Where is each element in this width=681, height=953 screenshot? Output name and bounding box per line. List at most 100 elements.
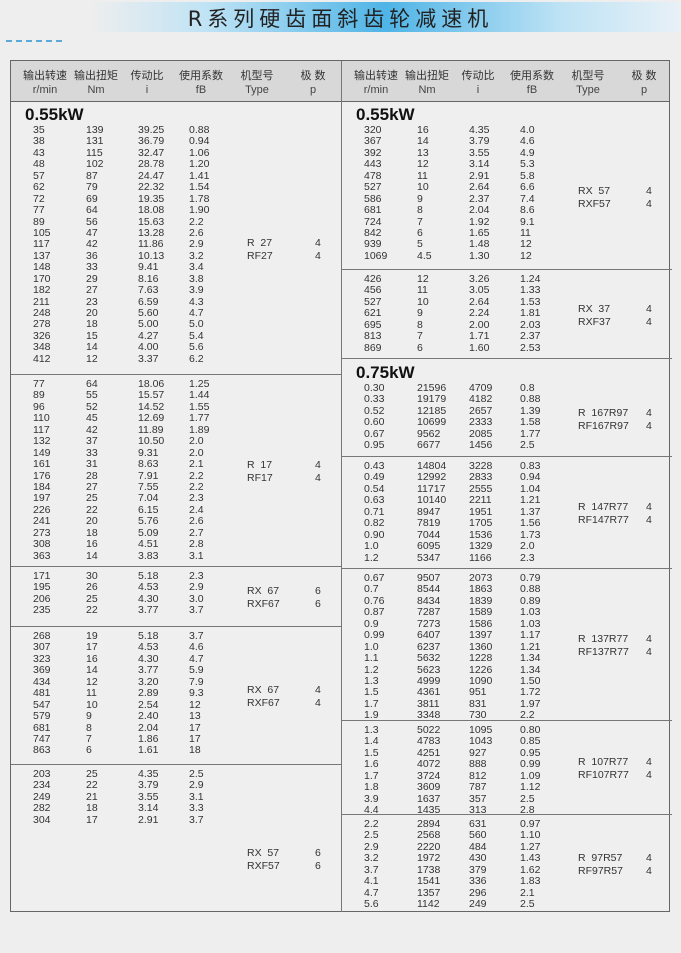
service-factor: 1.73 [520, 528, 541, 541]
output-speed: 586 [364, 192, 382, 205]
output-torque: 37 [86, 435, 98, 448]
service-factor: 2.1 [520, 886, 535, 899]
table-row: 363 14 3.83 3.1 [11, 549, 341, 562]
header-label-1: 输出扭矩 [405, 70, 449, 82]
model-type: R 97R57 [578, 851, 623, 864]
table-row: 43 115 32.47 1.06 [11, 147, 341, 159]
output-speed: 77 [33, 378, 45, 390]
service-factor: 12 [520, 238, 532, 251]
table-row: 1.0 6237 1360 1.21 [342, 640, 672, 653]
decorative-divider [6, 40, 62, 42]
ratio: 2.24 [469, 307, 490, 320]
output-speed: 182 [33, 284, 51, 297]
table-row: 434 12 3.20 7.9 [11, 676, 341, 688]
ratio: 10.50 [138, 435, 165, 448]
ratio: 927 [469, 746, 487, 759]
table-row: 0.7 8544 1863 0.88 [342, 583, 672, 596]
output-torque: 29 [86, 272, 98, 285]
ratio: 4.51 [138, 538, 159, 551]
output-torque: 1357 [417, 886, 441, 899]
table-row: 579 9 2.40 13 [11, 710, 341, 723]
header-unit-0: r/min [363, 84, 389, 96]
table-row: 0.54 11717 2555 1.04 [342, 482, 672, 495]
output-speed: 0.71 [364, 505, 385, 518]
output-speed: 842 [364, 226, 382, 239]
model-type: RF27 [247, 250, 273, 262]
output-torque: 8 [417, 204, 423, 217]
output-speed: 527 [364, 295, 382, 308]
service-factor: 1.56 [520, 517, 541, 530]
model-type: R 27 [247, 237, 273, 249]
output-speed: 0.76 [364, 594, 385, 607]
pole-count: 6 [315, 585, 321, 597]
ratio: 631 [469, 818, 487, 830]
service-factor: 2.5 [520, 439, 535, 452]
output-torque: 7273 [417, 617, 441, 630]
output-speed: 1.9 [364, 709, 379, 722]
service-factor: 1.81 [520, 307, 541, 320]
output-speed: 117 [33, 423, 50, 436]
table-row: 863 6 1.61 18 [11, 744, 341, 757]
ratio: 3.55 [138, 790, 159, 803]
ratio: 2.00 [469, 318, 490, 331]
service-factor: 0.83 [520, 460, 541, 472]
output-speed: 278 [33, 318, 51, 331]
header-unit-3: fB [526, 84, 538, 96]
output-speed: 579 [33, 710, 51, 723]
service-factor: 3.0 [189, 592, 204, 605]
output-torque: 28 [86, 469, 98, 482]
service-factor: 2.9 [189, 581, 204, 594]
header-unit-5: p [309, 84, 317, 96]
header-right: 输出转速 r/min 输出扭矩 Nm 传动比 i 使用系数 fB 机型号 Type 极 数 p [341, 61, 672, 101]
output-torque: 3348 [417, 709, 441, 722]
service-factor: 2.7 [189, 526, 204, 539]
model-type: RX 57 [247, 847, 280, 859]
ratio: 1360 [469, 640, 493, 653]
table-row: 89 56 15.63 2.2 [11, 216, 341, 228]
output-speed: 0.52 [364, 404, 385, 417]
table-row: 813 7 1.71 2.37 [342, 330, 672, 342]
service-factor: 1.77 [189, 412, 210, 425]
table-row: 206 25 4.30 3.0 [11, 592, 341, 605]
model-type: R 137R77 [578, 633, 629, 645]
model-type: RXF67 [247, 697, 280, 709]
output-torque: 23 [86, 295, 98, 308]
service-factor: 0.88 [520, 583, 541, 596]
output-torque: 18 [86, 526, 98, 539]
ratio: 22.32 [138, 181, 165, 194]
service-factor: 2.2 [189, 469, 204, 482]
output-torque: 11717 [417, 482, 446, 495]
pole-count: 4 [646, 514, 652, 526]
table-row: 2.2 2894 631 0.97 [342, 818, 672, 830]
output-torque: 1142 [417, 898, 440, 911]
table-row: 195 26 4.53 2.9 [11, 581, 341, 594]
service-factor: 6.2 [189, 352, 204, 365]
service-factor: 1.77 [520, 427, 541, 440]
output-speed: 1.0 [364, 640, 379, 653]
ratio: 2.64 [469, 181, 490, 194]
pole-count: 4 [646, 864, 652, 877]
power-rating-heading: 0.75kW [356, 363, 415, 382]
ratio: 3.55 [469, 146, 490, 159]
output-torque: 10 [86, 698, 98, 711]
table-row: 149 33 9.31 2.0 [11, 447, 341, 459]
ratio: 1863 [469, 583, 493, 596]
table-row: 268 19 5.18 3.7 [11, 630, 341, 642]
table-row: 0.95 6677 1456 2.5 [342, 439, 672, 452]
ratio: 296 [469, 886, 487, 899]
spec-block: 0.55kW 320 16 4.35 4.0 367 14 3.79 4.6 392 13 3.55 4… [342, 101, 672, 270]
model-type: RF97R57 [578, 864, 623, 877]
output-speed: 747 [33, 732, 51, 745]
service-factor: 3.1 [189, 549, 204, 562]
output-speed: 308 [33, 538, 51, 551]
output-torque: 6 [86, 744, 92, 757]
output-speed: 197 [33, 492, 51, 505]
table-row: 1.7 3811 831 1.97 [342, 698, 672, 710]
model-type: RF167R97 [578, 420, 629, 432]
table-row: 3.7 1738 379 1.62 [342, 864, 672, 876]
service-factor: 1.89 [189, 423, 210, 436]
output-speed: 681 [364, 204, 382, 217]
output-torque: 2220 [417, 840, 441, 853]
ratio: 1228 [469, 652, 493, 665]
table-row: 426 12 3.26 1.24 [342, 273, 672, 285]
